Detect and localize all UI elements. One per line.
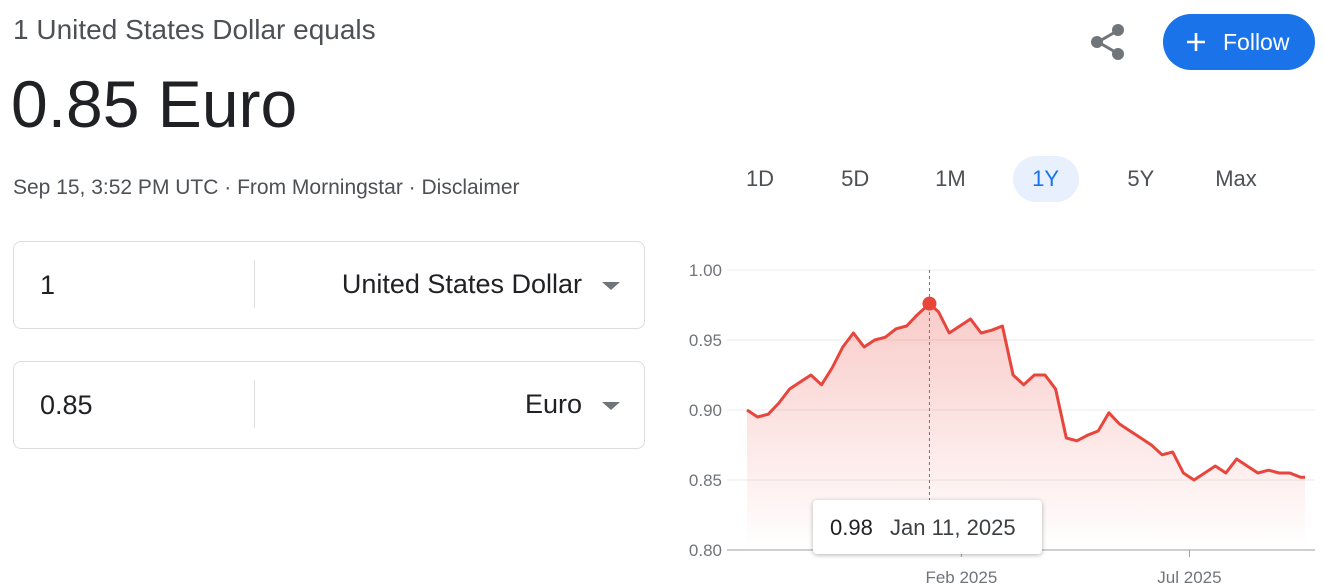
converter-row: 0.85 Euro — [13, 361, 645, 449]
tooltip-date: Jan 11, 2025 — [890, 515, 1016, 540]
meta: Sep 15, 3:52 PM UTC · From Morningstar ·… — [13, 176, 520, 199]
y-tick-label: 1.00 — [689, 261, 722, 280]
price-line — [746, 302, 1305, 482]
subtitle: 1 United States Dollar equals — [13, 14, 376, 45]
range-tab[interactable]: Max — [1215, 166, 1257, 191]
x-tick-label: Feb 2025 — [925, 568, 997, 586]
range-tab[interactable]: 5D — [841, 166, 870, 191]
x-tick-label: Jul 2025 — [1157, 568, 1221, 586]
divider — [254, 380, 255, 428]
disclaimer-link[interactable]: Disclaimer — [421, 176, 520, 199]
range-tab[interactable]: 1Y — [1012, 156, 1079, 202]
dropdown-arrow[interactable] — [602, 282, 620, 290]
currency-select[interactable]: Euro — [524, 389, 582, 419]
dropdown-arrow[interactable] — [602, 402, 620, 410]
hover-dot — [922, 296, 937, 311]
y-tick-label: 0.95 — [689, 331, 722, 350]
y-tick-label: 0.80 — [689, 541, 722, 560]
range-tab[interactable]: 1D — [745, 166, 775, 191]
plus-icon — [1187, 33, 1205, 51]
divider — [254, 260, 255, 308]
range-tab[interactable]: 5Y — [1127, 166, 1155, 191]
share-button[interactable] — [1086, 20, 1130, 64]
area-fill — [747, 303, 1305, 550]
tooltip-value: 0.98 — [830, 515, 873, 540]
y-tick-label: 0.85 — [689, 471, 722, 490]
range-tab[interactable]: 1M — [935, 166, 966, 191]
amount-input[interactable]: 0.85 — [40, 390, 93, 420]
y-tick-label: 0.90 — [689, 401, 722, 420]
amount-input[interactable]: 1 — [40, 270, 56, 300]
currency-select[interactable]: United States Dollar — [341, 269, 582, 299]
timestamp: Sep 15, 3:52 PM UTC — [13, 176, 219, 199]
follow-label: Follow — [1223, 29, 1290, 55]
source[interactable]: From Morningstar — [237, 176, 403, 199]
rate-value: 0.85 Euro — [11, 67, 298, 141]
follow-button[interactable]: Follow — [1163, 14, 1315, 70]
converter-row: 1 United States Dollar — [13, 241, 645, 329]
tooltip: 0.98 Jan 11, 2025 — [813, 500, 1042, 554]
